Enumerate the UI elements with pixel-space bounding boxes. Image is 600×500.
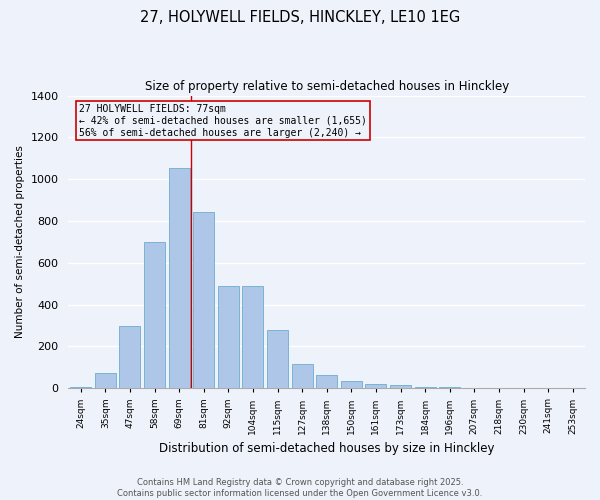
Bar: [242, 286, 263, 388]
Bar: [144, 242, 165, 388]
Bar: [390, 385, 411, 388]
Bar: [267, 330, 288, 388]
Text: 27 HOLYWELL FIELDS: 77sqm
← 42% of semi-detached houses are smaller (1,655)
56% : 27 HOLYWELL FIELDS: 77sqm ← 42% of semi-…: [79, 104, 367, 138]
Bar: [341, 381, 362, 388]
Bar: [218, 286, 239, 388]
Bar: [95, 372, 116, 388]
Text: 27, HOLYWELL FIELDS, HINCKLEY, LE10 1EG: 27, HOLYWELL FIELDS, HINCKLEY, LE10 1EG: [140, 10, 460, 25]
Y-axis label: Number of semi-detached properties: Number of semi-detached properties: [15, 146, 25, 338]
Bar: [169, 168, 190, 388]
Bar: [193, 212, 214, 388]
Bar: [439, 387, 460, 388]
X-axis label: Distribution of semi-detached houses by size in Hinckley: Distribution of semi-detached houses by …: [159, 442, 494, 455]
Bar: [119, 326, 140, 388]
Bar: [415, 386, 436, 388]
Title: Size of property relative to semi-detached houses in Hinckley: Size of property relative to semi-detach…: [145, 80, 509, 93]
Bar: [70, 387, 91, 388]
Bar: [316, 374, 337, 388]
Bar: [292, 364, 313, 388]
Text: Contains HM Land Registry data © Crown copyright and database right 2025.
Contai: Contains HM Land Registry data © Crown c…: [118, 478, 482, 498]
Bar: [365, 384, 386, 388]
